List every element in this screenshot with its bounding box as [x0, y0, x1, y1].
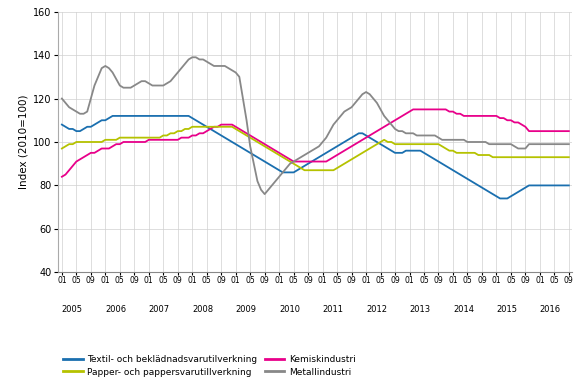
Text: 2012: 2012 [366, 305, 387, 314]
Text: 2007: 2007 [149, 305, 170, 314]
Text: 2014: 2014 [453, 305, 474, 314]
Text: 2009: 2009 [236, 305, 257, 314]
Text: 2016: 2016 [540, 305, 561, 314]
Text: 2011: 2011 [322, 305, 343, 314]
Legend: Textil- och beklädnadsvarutilverkning, Papper- och pappersvarutillverkning, Kemi: Textil- och beklädnadsvarutilverkning, P… [63, 355, 356, 377]
Text: 2010: 2010 [279, 305, 300, 314]
Text: 2013: 2013 [409, 305, 430, 314]
Y-axis label: Index (2010=100): Index (2010=100) [19, 95, 29, 189]
Text: 2006: 2006 [105, 305, 127, 314]
Text: 2005: 2005 [62, 305, 83, 314]
Text: 2008: 2008 [192, 305, 213, 314]
Text: 2015: 2015 [496, 305, 517, 314]
